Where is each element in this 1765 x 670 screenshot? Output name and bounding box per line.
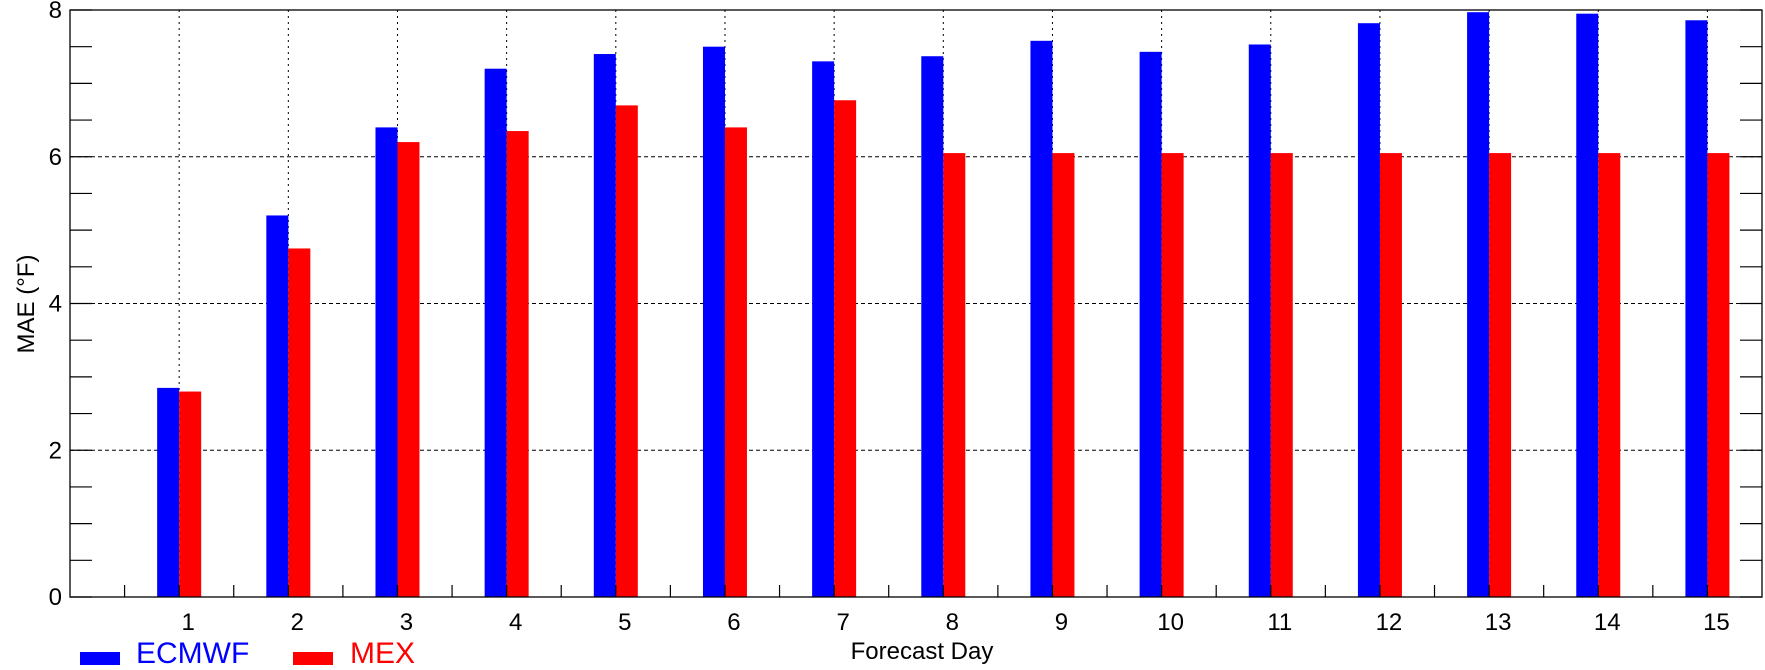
x-tick-label: 1: [181, 609, 194, 636]
x-axis-label: Forecast Day: [851, 638, 994, 665]
axis-ticks: [70, 9, 1762, 598]
y-tick-label: 4: [49, 291, 62, 318]
bar-mex-day-13: [1489, 153, 1512, 598]
bar-mex-day-6: [724, 127, 747, 598]
bar-mex-day-10: [1161, 153, 1184, 598]
x-tick-label: 13: [1485, 609, 1512, 636]
bar-ecmwf-day-15: [1685, 20, 1708, 597]
y-tick-label: 8: [49, 0, 62, 24]
bar-mex-day-14: [1598, 153, 1621, 598]
bar-mex-day-15: [1707, 153, 1730, 598]
bar-mex-day-5: [615, 105, 638, 597]
y-axis-label: MAE (°F): [13, 255, 40, 354]
y-tick-label: 2: [49, 437, 62, 464]
x-tick-labels: 1 2 3 4 5 6 7 8 9 10 11 12 13 14 15: [181, 609, 1729, 636]
bar-ecmwf-day-7: [812, 61, 835, 598]
bar-mex-day-12: [1379, 153, 1402, 598]
bar-ecmwf-day-3: [375, 127, 398, 598]
bar-ecmwf-day-14: [1576, 13, 1599, 597]
bar-ecmwf-day-2: [266, 215, 289, 597]
x-tick-label: 12: [1376, 609, 1403, 636]
legend-label-mex: MEX: [350, 637, 415, 670]
y-tick-labels: 0 2 4 6 8: [49, 0, 62, 611]
x-tick-label: 3: [400, 609, 413, 636]
bar-mex-day-9: [1052, 153, 1075, 598]
x-tick-label: 4: [509, 609, 522, 636]
legend-swatch-ecmwf: [80, 652, 120, 665]
bar-ecmwf-day-11: [1248, 44, 1271, 597]
y-tick-label: 6: [49, 144, 62, 171]
bar-mex-day-11: [1270, 153, 1293, 598]
bar-ecmwf-day-8: [921, 56, 944, 597]
legend: ECMWF MEX: [80, 637, 415, 670]
bar-mex-day-2: [288, 248, 311, 597]
x-tick-label: 8: [946, 609, 959, 636]
x-tick-label: 11: [1267, 609, 1292, 636]
bar-ecmwf-day-6: [702, 46, 725, 597]
bar-mex-day-7: [834, 100, 857, 597]
bar-mex-day-1: [179, 391, 202, 597]
bar-ecmwf-day-4: [484, 68, 507, 597]
bar-ecmwf-day-10: [1139, 51, 1162, 598]
x-tick-label: 14: [1594, 609, 1621, 636]
bar-ecmwf-day-1: [157, 387, 180, 597]
bar-ecmwf-day-12: [1357, 23, 1380, 597]
x-tick-label: 9: [1055, 609, 1068, 636]
x-tick-label: 5: [618, 609, 631, 636]
x-tick-label: 10: [1157, 609, 1184, 636]
bar-mex-day-8: [943, 153, 966, 598]
bar-mex-day-3: [397, 142, 420, 597]
x-tick-label: 6: [727, 609, 740, 636]
x-tick-label: 15: [1703, 609, 1730, 636]
bar-ecmwf-day-9: [1030, 40, 1053, 597]
x-tick-label: 2: [291, 609, 304, 636]
legend-label-ecmwf: ECMWF: [136, 637, 249, 670]
bar-ecmwf-day-5: [593, 54, 616, 597]
legend-swatch-mex: [293, 652, 333, 665]
bar-ecmwf-day-13: [1467, 12, 1490, 598]
bar-mex-day-4: [506, 131, 529, 597]
x-tick-label: 7: [836, 609, 849, 636]
bars: [157, 12, 1730, 598]
y-tick-label: 0: [49, 584, 62, 611]
